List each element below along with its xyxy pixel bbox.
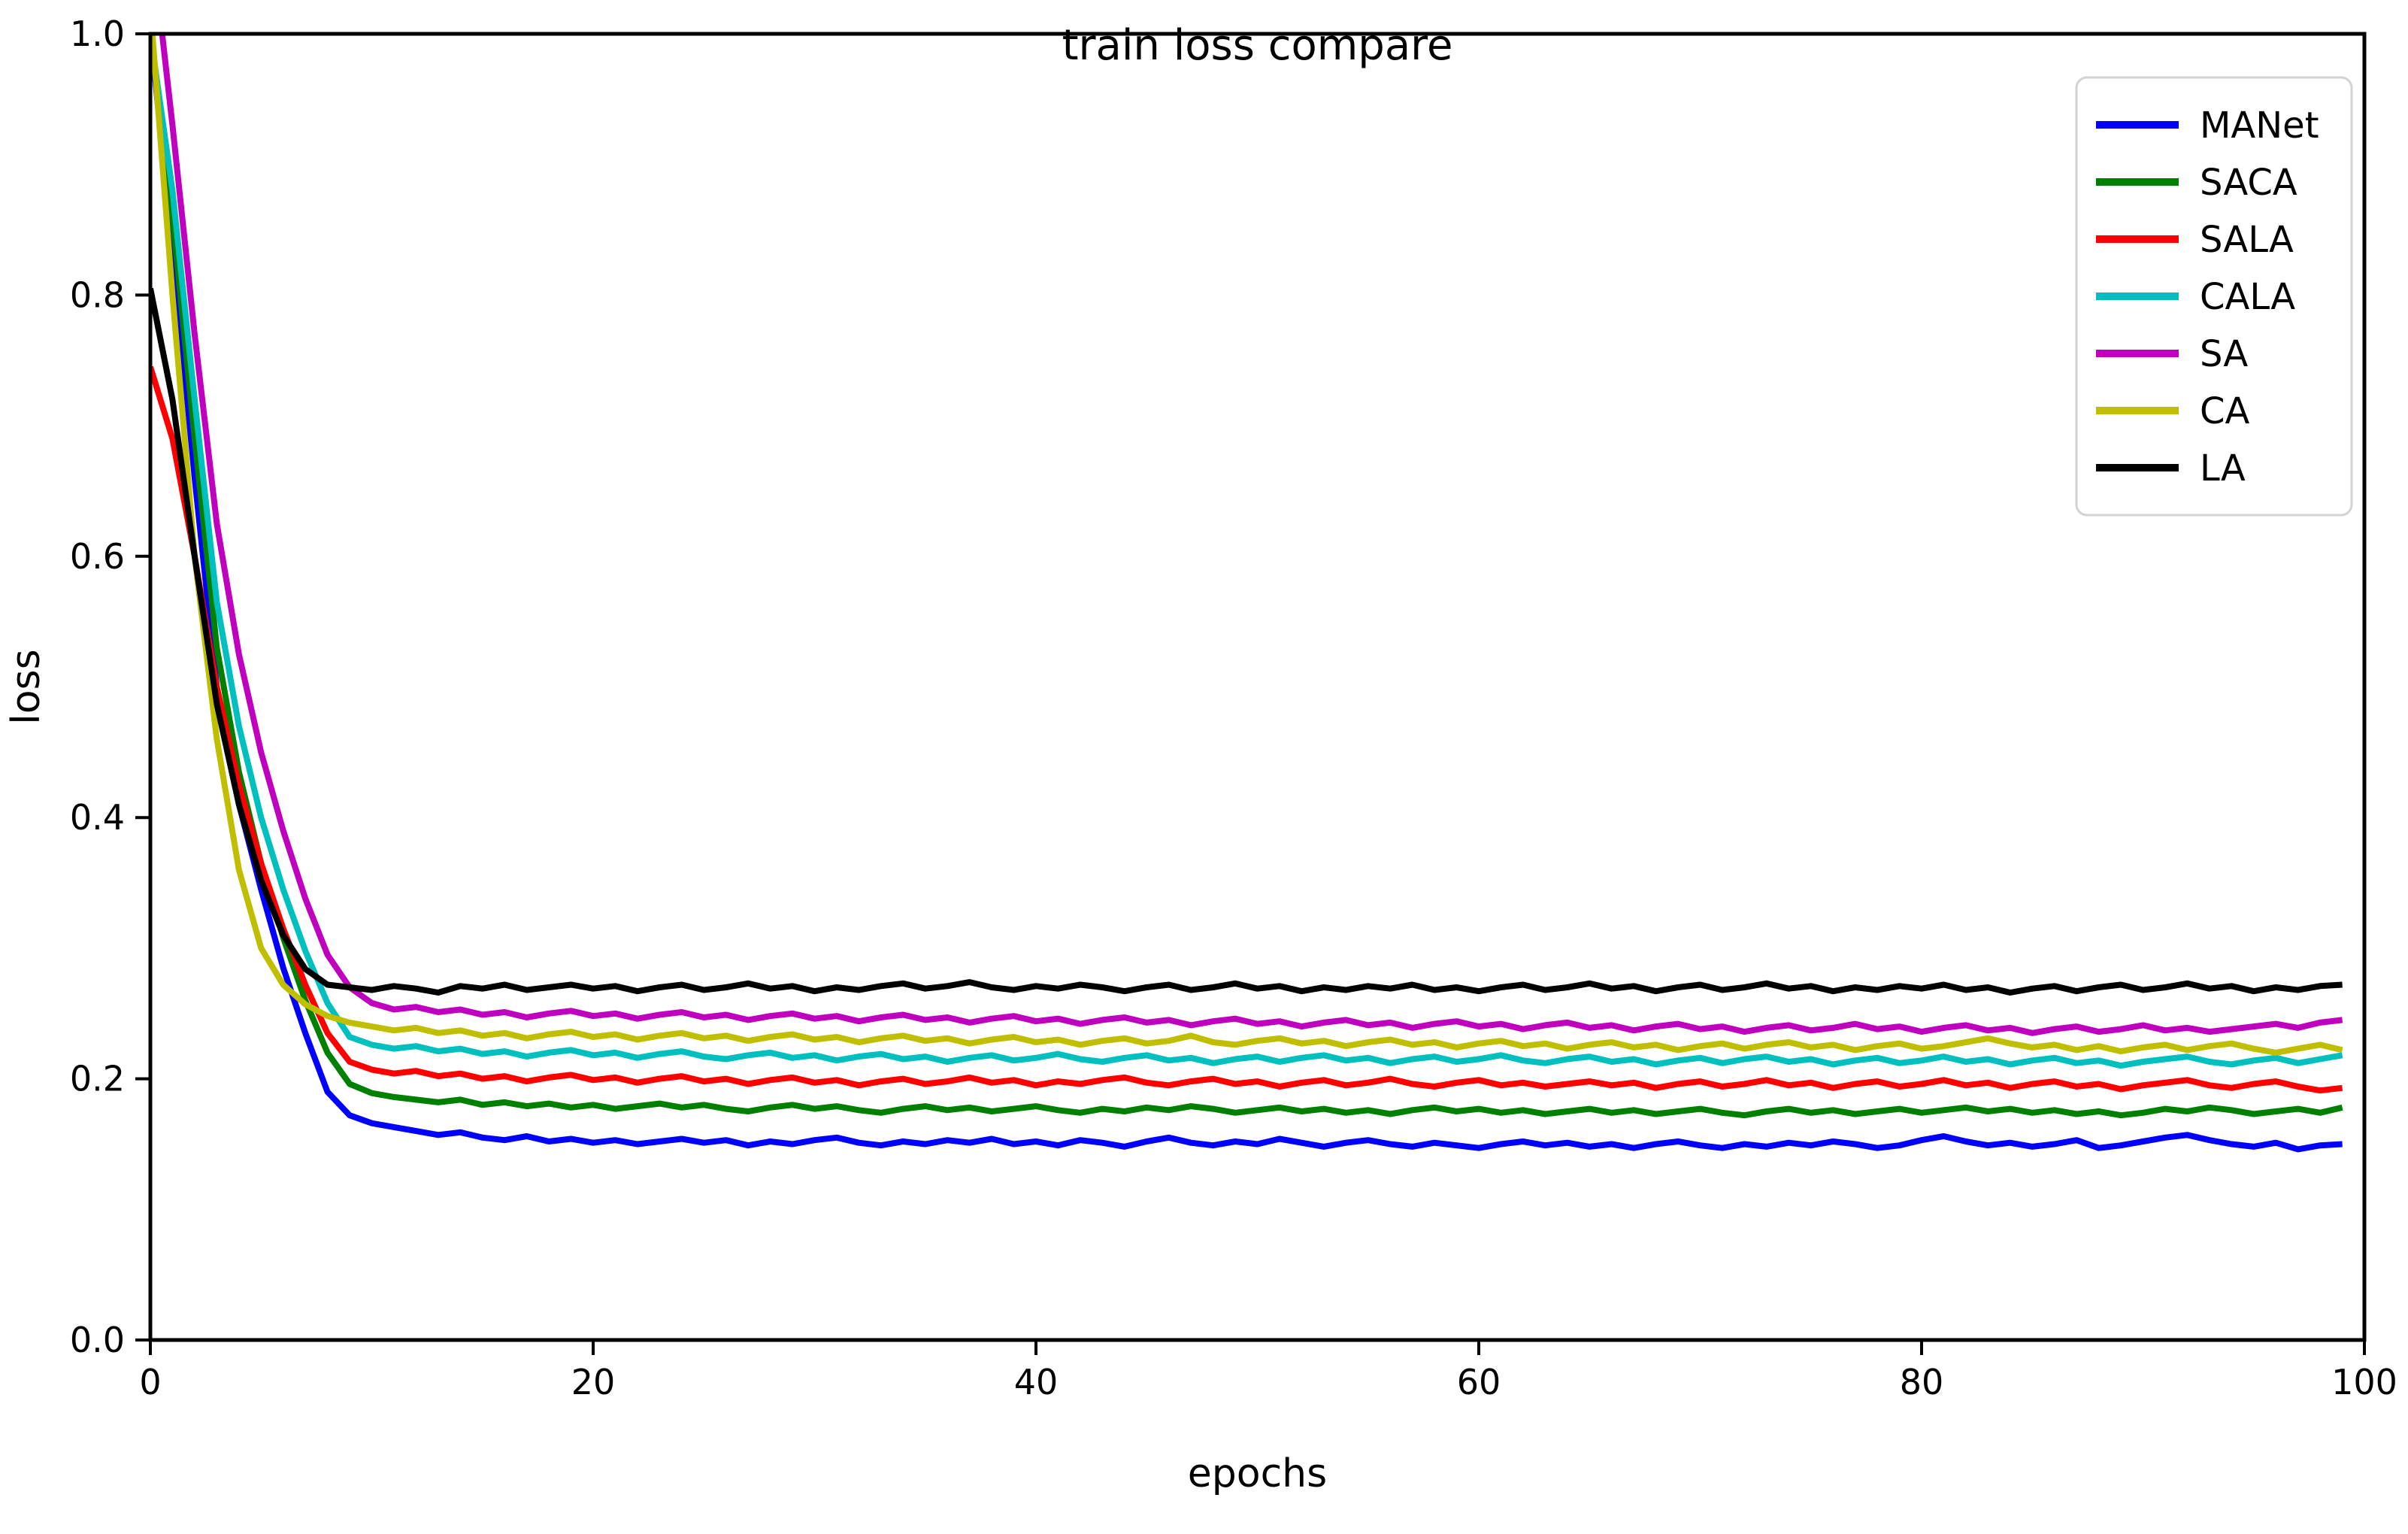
- legend-label-sala: SALA: [2200, 219, 2294, 261]
- legend-item-saca: SACA: [2096, 162, 2297, 204]
- x-axis: 0 20 40 60 80 100: [139, 1340, 2397, 1402]
- y-tick-label: 0.2: [70, 1059, 125, 1099]
- plot-area: [150, 34, 2364, 1340]
- x-tick-label: 40: [1014, 1362, 1059, 1402]
- legend-label-sa: SA: [2200, 333, 2248, 375]
- series-line-sala: [150, 365, 2343, 1094]
- legend-item-sala: SALA: [2096, 219, 2294, 261]
- axes-spines: [148, 32, 2367, 1342]
- series-line-ca: [150, 34, 2343, 1056]
- legend-label-cala: CALA: [2200, 276, 2295, 318]
- legend-item-ca: CA: [2096, 390, 2250, 432]
- y-tick-label: 0.8: [70, 274, 125, 315]
- y-tick-label: 0.4: [70, 797, 125, 838]
- legend-item-manet: MANet: [2096, 105, 2319, 147]
- series-line-manet: [150, 34, 2343, 1153]
- y-tick-label: 0.0: [70, 1320, 125, 1360]
- chart-title: train loss compare: [1062, 21, 1453, 70]
- legend-label-ca: CA: [2200, 390, 2250, 432]
- x-axis-label: epochs: [1188, 1451, 1327, 1496]
- y-axis: 0.0 0.2 0.4 0.6 0.8 1.0: [70, 14, 150, 1360]
- x-tick-label: 60: [1457, 1362, 1501, 1402]
- x-tick-label: 100: [2331, 1362, 2397, 1402]
- x-tick-label: 20: [571, 1362, 616, 1402]
- y-tick-label: 1.0: [70, 14, 125, 54]
- y-tick-label: 0.6: [70, 536, 125, 577]
- y-axis-label: loss: [4, 649, 49, 724]
- series-line-saca: [150, 34, 2343, 1119]
- legend-label-manet: MANet: [2200, 105, 2319, 147]
- series-line-cala: [150, 34, 2343, 1069]
- legend-box: [2075, 76, 2353, 517]
- legend-item-cala: CALA: [2096, 276, 2295, 318]
- series-line-sa: [159, 34, 2343, 1036]
- legend-item-la: LA: [2096, 447, 2246, 490]
- series-lines: [150, 34, 2343, 1153]
- legend-label-saca: SACA: [2200, 162, 2297, 204]
- legend-item-sa: SA: [2096, 333, 2248, 375]
- x-tick-label: 80: [1900, 1362, 1944, 1402]
- legend-label-la: LA: [2200, 447, 2246, 490]
- series-line-la: [150, 287, 2343, 996]
- x-tick-label: 0: [139, 1362, 161, 1402]
